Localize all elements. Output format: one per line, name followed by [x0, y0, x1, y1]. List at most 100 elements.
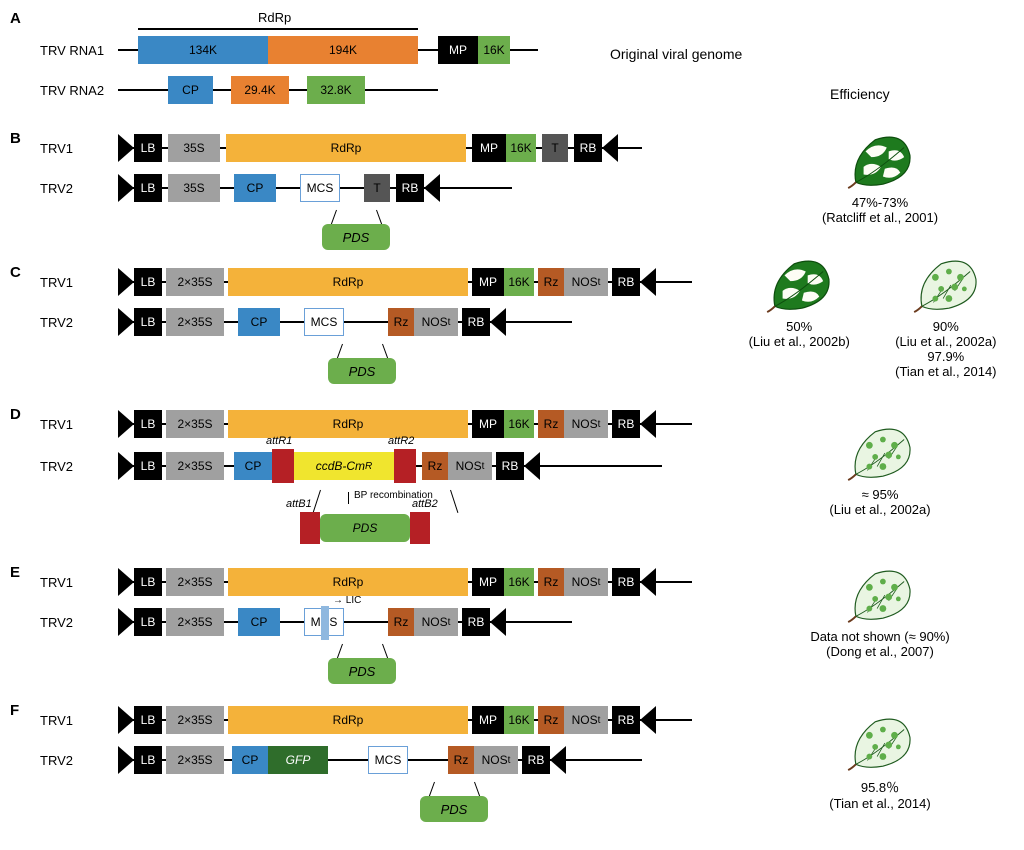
seg-mcs: MCS	[368, 746, 408, 774]
seg-nost: NOSt	[564, 568, 608, 596]
tri-right-icon	[550, 746, 566, 774]
D-eff-pct: ≈ 95%	[829, 487, 930, 502]
seg-rdrp: RdRp	[226, 134, 466, 162]
rdrp-label: RdRp	[258, 10, 291, 25]
E-eff-pct: Data not shown (≈ 90%)	[810, 629, 949, 644]
seg-2x35s: 2×35S	[166, 746, 224, 774]
seg-cp: CP	[168, 76, 213, 104]
tri-right-icon	[640, 410, 656, 438]
seg-gfp: GFP	[268, 746, 328, 774]
seg-nost: NOSt	[564, 706, 608, 734]
seg-mcs: MCS	[300, 174, 340, 202]
tri-left-icon	[118, 268, 134, 296]
tri-left-icon	[118, 308, 134, 336]
seg-mcs: MCS → LIC	[304, 608, 344, 636]
tri-right-icon	[524, 452, 540, 480]
tri-left-icon	[118, 608, 134, 636]
seg-rb: RB	[522, 746, 550, 774]
seg-2x35s: 2×35S	[166, 308, 224, 336]
seg-attb2: attB2	[410, 512, 430, 544]
seg-16k: 16K	[504, 568, 534, 596]
seg-nost: NOSt	[474, 746, 518, 774]
tri-right-icon	[640, 268, 656, 296]
seg-2x35s: 2×35S	[166, 268, 224, 296]
F-trv1-label: TRV1	[40, 713, 118, 728]
seg-ccdb: ccdB-CmR	[294, 452, 394, 480]
B-trv1-label: TRV1	[40, 141, 118, 156]
seg-rb: RB	[612, 568, 640, 596]
seg-2x35s: 2×35S	[166, 608, 224, 636]
seg-rb: RB	[612, 410, 640, 438]
B-eff-pct: 47%-73%	[822, 195, 938, 210]
panel-A-label: A	[10, 10, 21, 27]
tri-left-icon	[118, 706, 134, 734]
seg-35s: 35S	[168, 134, 220, 162]
panel-A: A RdRp TRV RNA1 134K 194K MP 16K TRV RNA…	[10, 10, 1014, 122]
seg-rb: RB	[496, 452, 524, 480]
tri-left-icon	[118, 452, 134, 480]
attB1-label: attB1	[286, 498, 312, 510]
seg-134k: 134K	[138, 36, 268, 64]
seg-rb: RB	[612, 706, 640, 734]
seg-lb: LB	[134, 174, 162, 202]
tri-right-icon	[424, 174, 440, 202]
seg-rz: Rz	[422, 452, 448, 480]
seg-lb: LB	[134, 452, 162, 480]
D-efficiency: ≈ 95% (Liu et al., 2002a)	[740, 426, 1020, 517]
tri-right-icon	[602, 134, 618, 162]
seg-cp: CP	[234, 452, 272, 480]
seg-rz: Rz	[538, 268, 564, 296]
seg-t: T	[542, 134, 568, 162]
C-eff1-pct2: 97.9%	[876, 349, 1016, 364]
seg-rz: Rz	[448, 746, 474, 774]
B-efficiency: 47%-73% (Ratcliff et al., 2001)	[740, 134, 1020, 225]
seg-attr2: attR2	[394, 449, 416, 483]
seg-rb: RB	[462, 308, 490, 336]
attB2-label: attB2	[412, 498, 438, 510]
seg-nost: NOSt	[414, 608, 458, 636]
seg-rb: RB	[612, 268, 640, 296]
seg-2x35s: 2×35S	[166, 452, 224, 480]
seg-32-8k: 32.8K	[307, 76, 365, 104]
C-eff1-cite: (Liu et al., 2002a)	[876, 334, 1016, 349]
seg-rz: Rz	[388, 308, 414, 336]
attR1-label: attR1	[266, 435, 292, 447]
tri-right-icon	[490, 608, 506, 636]
leaf-spots-icon	[845, 426, 915, 482]
seg-rb: RB	[396, 174, 424, 202]
panel-B: B TRV1 LB 35S RdRp MP 16K T RB	[10, 130, 1014, 256]
tri-left-icon	[118, 746, 134, 774]
panel-C-label: C	[10, 264, 21, 281]
E-eff-cite: (Dong et al., 2007)	[810, 644, 949, 659]
F-eff-pct: 95.8％	[829, 777, 930, 796]
seg-2x35s: 2×35S	[166, 410, 224, 438]
seg-16k: 16K	[504, 706, 534, 734]
D-eff-cite: (Liu et al., 2002a)	[829, 502, 930, 517]
seg-lb: LB	[134, 746, 162, 774]
trv-rna2-label: TRV RNA2	[40, 83, 118, 98]
seg-16k: 16K	[504, 410, 534, 438]
seg-lb: LB	[134, 706, 162, 734]
panel-F: F TRV1 LB 2×35S RdRp MP 16K Rz NOSt RB	[10, 702, 1014, 832]
panel-F-label: F	[10, 702, 19, 719]
tri-right-icon	[490, 308, 506, 336]
seg-mp: MP	[472, 410, 504, 438]
seg-lb: LB	[134, 134, 162, 162]
seg-mp: MP	[472, 568, 504, 596]
seg-attr1: attR1	[272, 449, 294, 483]
seg-rb: RB	[574, 134, 602, 162]
attR2-label: attR2	[388, 435, 414, 447]
tri-right-icon	[640, 568, 656, 596]
seg-16k: 16K	[504, 268, 534, 296]
seg-2x35s: 2×35S	[166, 706, 224, 734]
seg-lb: LB	[134, 268, 162, 296]
panel-E-label: E	[10, 564, 20, 581]
seg-lb: LB	[134, 410, 162, 438]
seg-16k: 16K	[506, 134, 536, 162]
seg-mp: MP	[472, 706, 504, 734]
leaf-blotch-icon	[764, 258, 834, 314]
B-trv2-label: TRV2	[40, 181, 118, 196]
seg-cp: CP	[232, 746, 268, 774]
seg-nost: NOSt	[564, 410, 608, 438]
seg-attb1: attB1	[300, 512, 320, 544]
